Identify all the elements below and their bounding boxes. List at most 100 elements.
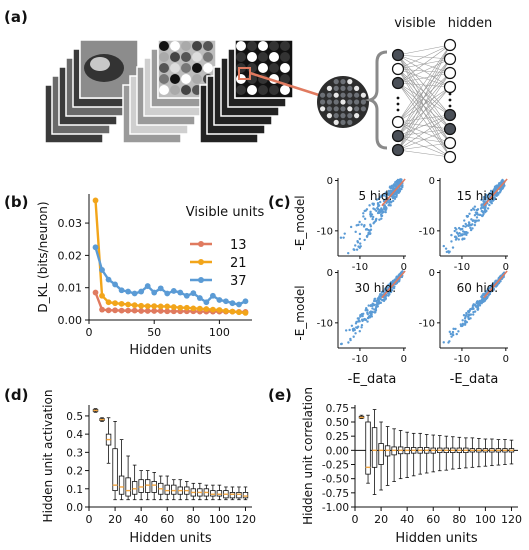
x-tick-label: 0 — [86, 513, 93, 526]
data-point — [118, 307, 125, 314]
y-tick-label: 0.2 — [66, 466, 83, 478]
patch-pixel — [360, 99, 366, 105]
x-axis-label: Hidden units — [129, 343, 211, 358]
scatter-point — [347, 341, 350, 344]
scatter-subplot: -10 0 -10 0 30 hid. — [317, 268, 407, 365]
panel-d-label: (d) — [4, 386, 28, 404]
scatter-point — [493, 185, 497, 189]
patch-pixel — [333, 92, 339, 98]
y-tick-label: 0 — [429, 268, 435, 279]
patch-pixel — [340, 79, 346, 85]
image-texture — [170, 63, 180, 73]
patch-pixel — [347, 92, 353, 98]
panel-c-chart: -10 0 -10 0 5 hid. -10 0 -10 0 15 hid. -10 0 -10 0 30 … — [293, 176, 509, 387]
scatter-point — [459, 228, 463, 231]
data-point — [125, 307, 132, 314]
scatter-point — [383, 204, 387, 207]
scatter-point — [482, 196, 486, 199]
visible-node — [391, 143, 405, 157]
x-tick-label: 0 — [503, 354, 509, 365]
image-texture — [170, 74, 180, 84]
y-tick-label: 0.01 — [58, 282, 83, 295]
hidden-node — [443, 52, 457, 66]
scatter-point — [356, 241, 360, 244]
rbm-edge — [397, 82, 451, 130]
scatter-point — [453, 229, 456, 233]
scatter-point — [385, 201, 388, 205]
scatter-point — [393, 184, 397, 188]
patch-pixel — [326, 106, 332, 112]
image-texture — [181, 52, 191, 62]
patch-pixel — [333, 99, 339, 105]
data-point — [157, 303, 164, 310]
scatter-point — [363, 238, 366, 242]
scatter-point — [464, 320, 467, 323]
scatter-point — [459, 324, 463, 328]
scatter-point — [352, 327, 356, 330]
box-body — [365, 421, 371, 475]
scatter-point — [352, 335, 355, 338]
filtered-image-stack — [122, 39, 217, 144]
scatter-point — [369, 225, 373, 228]
image-texture — [203, 52, 213, 62]
rbm-edge — [397, 44, 451, 123]
image-texture — [236, 85, 246, 95]
y-tick-label: 0.50 — [326, 417, 349, 429]
scatter-point — [475, 212, 478, 216]
scatter-point — [368, 204, 371, 207]
scatter-point — [388, 201, 391, 205]
scatter-point — [374, 299, 378, 303]
scatter-point — [455, 332, 458, 336]
image-texture — [90, 57, 110, 71]
scatter-point — [469, 226, 472, 230]
ellipsis-dot — [396, 102, 400, 106]
scatter-point — [384, 205, 387, 209]
rbm-edge — [397, 44, 451, 137]
scatter-point — [384, 210, 387, 214]
patch-pixel — [326, 85, 332, 91]
scatter-point — [392, 183, 396, 186]
scatter-point — [457, 330, 460, 333]
y-tick-label: 0 — [327, 268, 333, 279]
hidden-node — [443, 80, 457, 94]
scatter-point — [348, 328, 351, 332]
scatter-point — [473, 303, 477, 307]
scatter-point — [376, 302, 379, 305]
scatter-point — [365, 235, 369, 238]
scatter-point — [491, 289, 494, 292]
legend-marker — [198, 241, 204, 247]
image-texture — [236, 41, 246, 51]
rbm-connections — [397, 44, 451, 158]
scatter-point — [371, 217, 374, 221]
scatter-point — [363, 209, 366, 213]
scatter-point — [383, 194, 386, 197]
x-tick-label: 60 — [160, 513, 174, 526]
patch-pixel — [347, 113, 353, 119]
scatter-point — [445, 250, 449, 254]
data-point — [242, 298, 249, 305]
ellipsis-dot — [448, 92, 452, 96]
image-texture — [258, 63, 268, 73]
scatter-point — [495, 284, 498, 287]
scatter-point — [442, 341, 445, 344]
y-tick-label: 0.3 — [66, 447, 83, 459]
scatter-point — [366, 308, 369, 312]
scatter-point — [457, 234, 460, 238]
image-texture — [269, 85, 279, 95]
scatter-point — [390, 288, 394, 292]
scatter-point — [364, 228, 368, 231]
data-point — [229, 300, 236, 307]
y-tick-label: -0.50 — [322, 474, 349, 486]
scatter-point — [476, 208, 480, 211]
scatter-point — [461, 319, 464, 322]
patch-connector — [249, 71, 323, 98]
scatter-point — [379, 196, 382, 199]
scatter-point — [442, 244, 445, 248]
scatter-point — [399, 178, 403, 181]
data-point — [203, 306, 210, 312]
scatter-point — [470, 208, 473, 212]
x-tick-label: -10 — [454, 354, 470, 365]
scatter-point — [379, 209, 383, 212]
patch-pixel — [354, 113, 360, 119]
